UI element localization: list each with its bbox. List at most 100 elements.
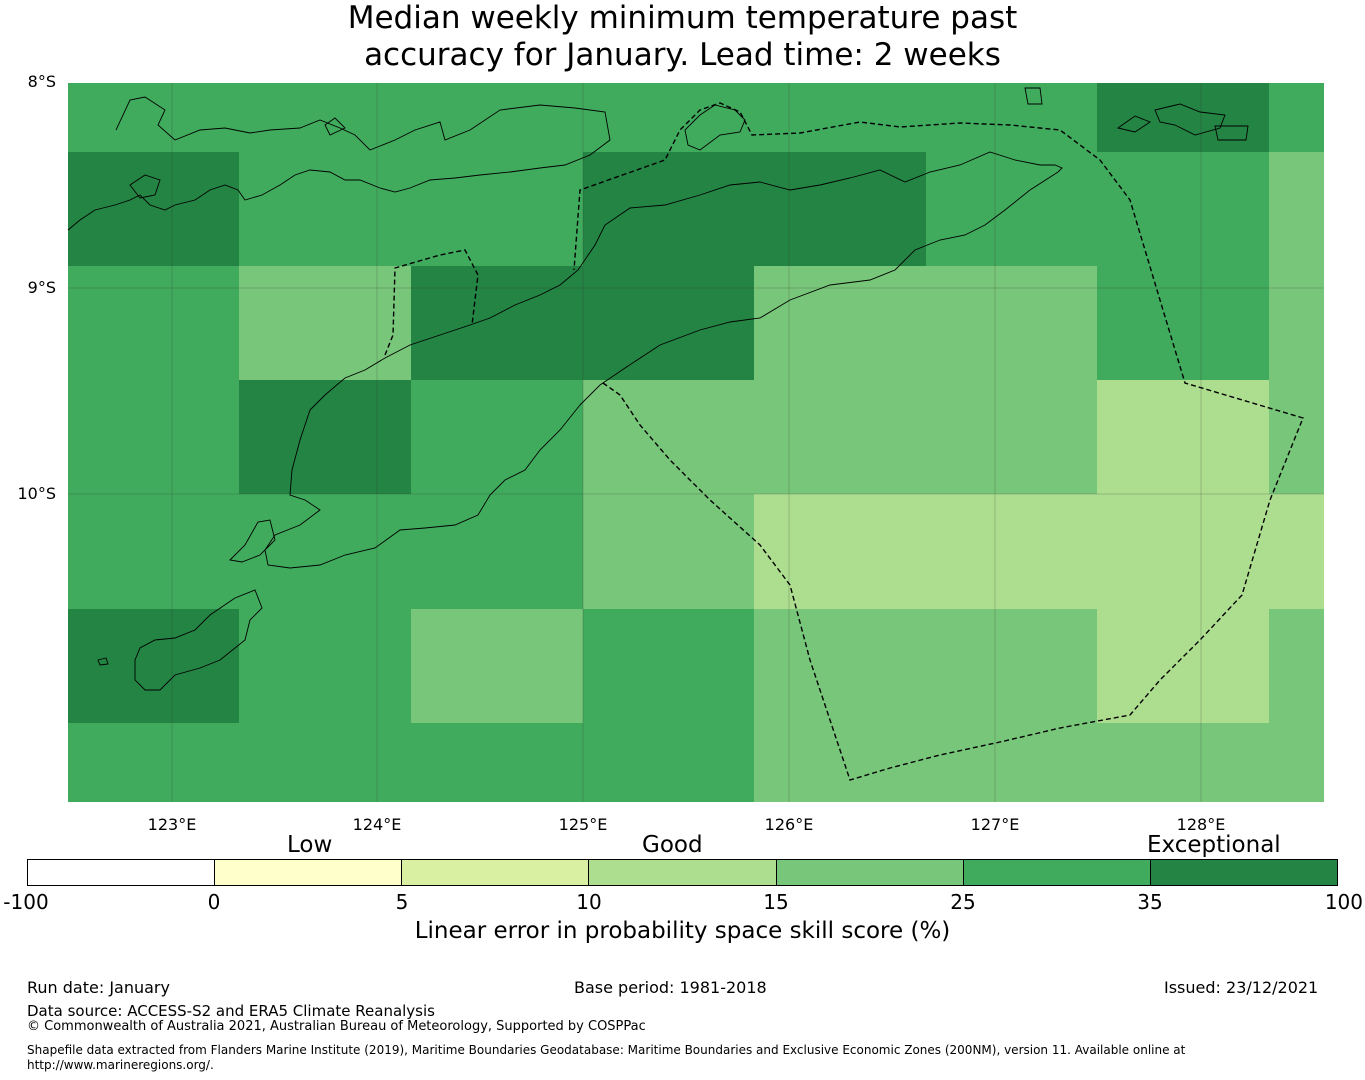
category-exceptional: Exceptional xyxy=(1147,832,1281,858)
grid-cell xyxy=(1097,83,1269,152)
grid-cell xyxy=(754,723,926,802)
grid-cell xyxy=(1269,494,1324,609)
base-period: Base period: 1981-2018 xyxy=(574,978,767,997)
lon-label-126e: 126°E xyxy=(764,815,814,834)
grid-cell xyxy=(239,723,411,802)
colorbar-tick: -100 xyxy=(3,890,49,914)
colorbar-segment xyxy=(402,860,590,885)
coast-flores xyxy=(67,96,611,231)
lat-label-8s: 8°S xyxy=(27,72,56,91)
grid-cell xyxy=(1097,609,1269,723)
shapefile-credit-line-2: http://www.marineregions.org/. xyxy=(27,1058,214,1072)
lon-label-125e: 125°E xyxy=(558,815,608,834)
grid-cell xyxy=(1269,152,1324,266)
grid-cell xyxy=(68,609,239,723)
lat-label-10s: 10°S xyxy=(17,484,56,503)
colorbar-tick: 35 xyxy=(1137,890,1163,914)
colorbar-segment xyxy=(215,860,403,885)
issued-date: Issued: 23/12/2021 xyxy=(1164,978,1319,997)
colorbar-segment xyxy=(963,860,1151,885)
grid-cell xyxy=(239,494,411,609)
grid-cell xyxy=(1269,380,1324,494)
grid-cell xyxy=(926,266,1097,380)
coast-timor xyxy=(264,151,1063,569)
grid-cell xyxy=(1097,380,1269,494)
lon-label-127e: 127°E xyxy=(970,815,1020,834)
grid-cell xyxy=(411,266,583,380)
lon-label-123e: 123°E xyxy=(147,815,197,834)
grid-cell xyxy=(1269,723,1324,802)
coast-rote xyxy=(229,519,276,563)
grid-cell xyxy=(583,266,754,380)
grid-cell xyxy=(411,152,583,266)
grid-cell xyxy=(926,609,1097,723)
grid-cell xyxy=(583,723,754,802)
grid-cell xyxy=(239,83,411,152)
grid-cell xyxy=(411,83,583,152)
grid-cell xyxy=(1097,494,1269,609)
grid-cell xyxy=(583,83,754,152)
coast-island-east-1 xyxy=(1116,115,1151,133)
category-low: Low xyxy=(287,832,333,858)
colorbar xyxy=(27,859,1338,886)
grid-cell xyxy=(68,83,239,152)
colorbar-tick: 25 xyxy=(950,890,976,914)
title-line-2: accuracy for January. Lead time: 2 weeks xyxy=(364,37,1001,73)
colorbar-tick: 100 xyxy=(1324,890,1363,914)
grid-cell xyxy=(926,380,1097,494)
grid-cell xyxy=(411,380,583,494)
eez-boundaries xyxy=(384,102,1304,781)
coast-island-east-2 xyxy=(1154,103,1226,136)
colorbar-segment xyxy=(776,860,964,885)
colorbar-segment xyxy=(1150,860,1337,885)
grid-cell xyxy=(754,609,926,723)
grid-cell xyxy=(926,83,1097,152)
lon-label-124e: 124°E xyxy=(352,815,402,834)
grid-cells xyxy=(68,83,1324,802)
lon-label-128e: 128°E xyxy=(1176,815,1226,834)
copyright: © Commonwealth of Australia 2021, Austra… xyxy=(27,1019,646,1034)
grid-cell xyxy=(926,723,1097,802)
coast-island-east-3 xyxy=(1214,125,1249,141)
category-good: Good xyxy=(642,832,703,858)
data-source: Data source: ACCESS-S2 and ERA5 Climate … xyxy=(27,1002,435,1020)
grid-cell xyxy=(68,152,239,266)
grid-cell xyxy=(583,494,754,609)
lat-label-9s: 9°S xyxy=(27,278,56,297)
colorbar-tick: 0 xyxy=(207,890,221,914)
grid-cell xyxy=(1097,266,1269,380)
coast-islet-1 xyxy=(129,174,161,199)
title-line-1: Median weekly minimum temperature past xyxy=(347,0,1018,36)
shapefile-credit: Shapefile data extracted from Flanders M… xyxy=(27,1043,1227,1073)
chart-title: Median weekly minimum temperature past a… xyxy=(0,0,1365,74)
grid-cell xyxy=(754,380,926,494)
grid-cell xyxy=(68,723,239,802)
grid-cell xyxy=(1269,83,1324,152)
colorbar-tick: 10 xyxy=(576,890,602,914)
grid-cell xyxy=(926,494,1097,609)
grid-cell xyxy=(754,266,926,380)
grid-cell xyxy=(926,152,1097,266)
grid-cell xyxy=(68,266,239,380)
gridlines xyxy=(68,83,1324,802)
coast-alor-islet xyxy=(1024,87,1043,105)
grid-cell xyxy=(583,152,754,266)
grid-cell xyxy=(239,609,411,723)
grid-cell xyxy=(239,152,411,266)
grid-cell xyxy=(411,609,583,723)
grid-cell xyxy=(68,380,239,494)
grid-cell xyxy=(583,380,754,494)
colorbar-segment xyxy=(28,860,216,885)
coast-islet-3 xyxy=(97,657,109,666)
grid-cell xyxy=(754,83,926,152)
colorbar-tick: 15 xyxy=(763,890,789,914)
grid-cell xyxy=(1269,609,1324,723)
shapefile-credit-line-1: Shapefile data extracted from Flanders M… xyxy=(27,1043,1186,1057)
grid-cell xyxy=(754,494,926,609)
colorbar-segment xyxy=(589,860,777,885)
grid-cell xyxy=(239,380,411,494)
grid-cell xyxy=(68,494,239,609)
grid-cell xyxy=(754,152,926,266)
grid-cell xyxy=(239,266,411,380)
grid-cell xyxy=(1269,266,1324,380)
